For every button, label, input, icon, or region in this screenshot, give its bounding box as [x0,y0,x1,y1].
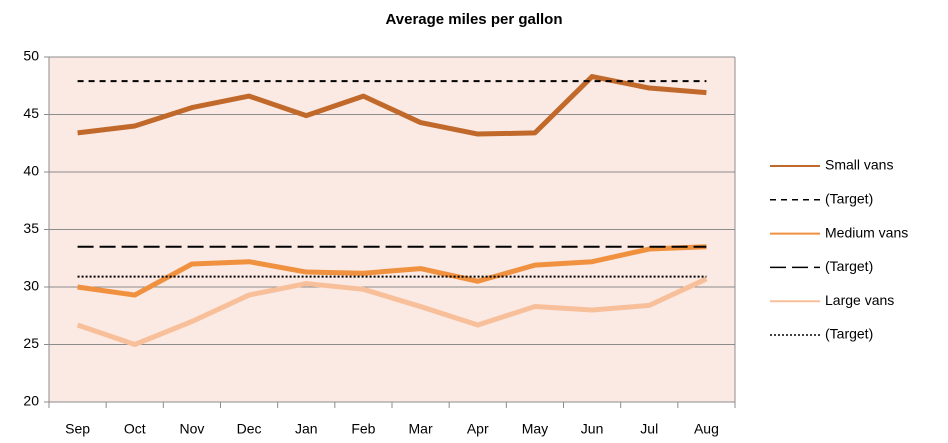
y-tick-label: 45 [23,105,39,121]
x-tick-label: Jul [640,421,658,437]
x-tick-label: Nov [179,421,204,437]
legend-label: (Target) [825,326,873,342]
x-tick-label: Mar [409,421,433,437]
legend-label: Small vans [825,157,893,173]
series-line [77,74,707,137]
y-tick-label: 35 [23,220,39,236]
series-line [76,276,708,347]
chart-title: Average miles per gallon [385,11,562,28]
legend-label: (Target) [825,258,873,274]
x-tick-label: Apr [467,421,489,437]
y-tick-label: 40 [23,163,39,179]
x-tick-label: Jan [295,421,318,437]
series-line [77,244,707,298]
y-tick-label: 50 [23,48,39,64]
legend-label: (Target) [825,191,873,207]
legend-label: Medium vans [825,224,908,240]
x-tick-label: Feb [351,421,375,437]
x-tick-label: Sep [65,421,90,437]
y-tick-label: 30 [23,278,39,294]
x-tick-label: Aug [694,421,719,437]
y-tick-label: 25 [23,335,39,351]
y-tick-label: 20 [23,393,39,409]
x-tick-label: Jun [581,421,604,437]
x-tick-label: Oct [124,421,146,437]
x-tick-label: Dec [237,421,262,437]
x-tick-label: May [522,421,548,437]
legend-label: Large vans [825,292,894,308]
